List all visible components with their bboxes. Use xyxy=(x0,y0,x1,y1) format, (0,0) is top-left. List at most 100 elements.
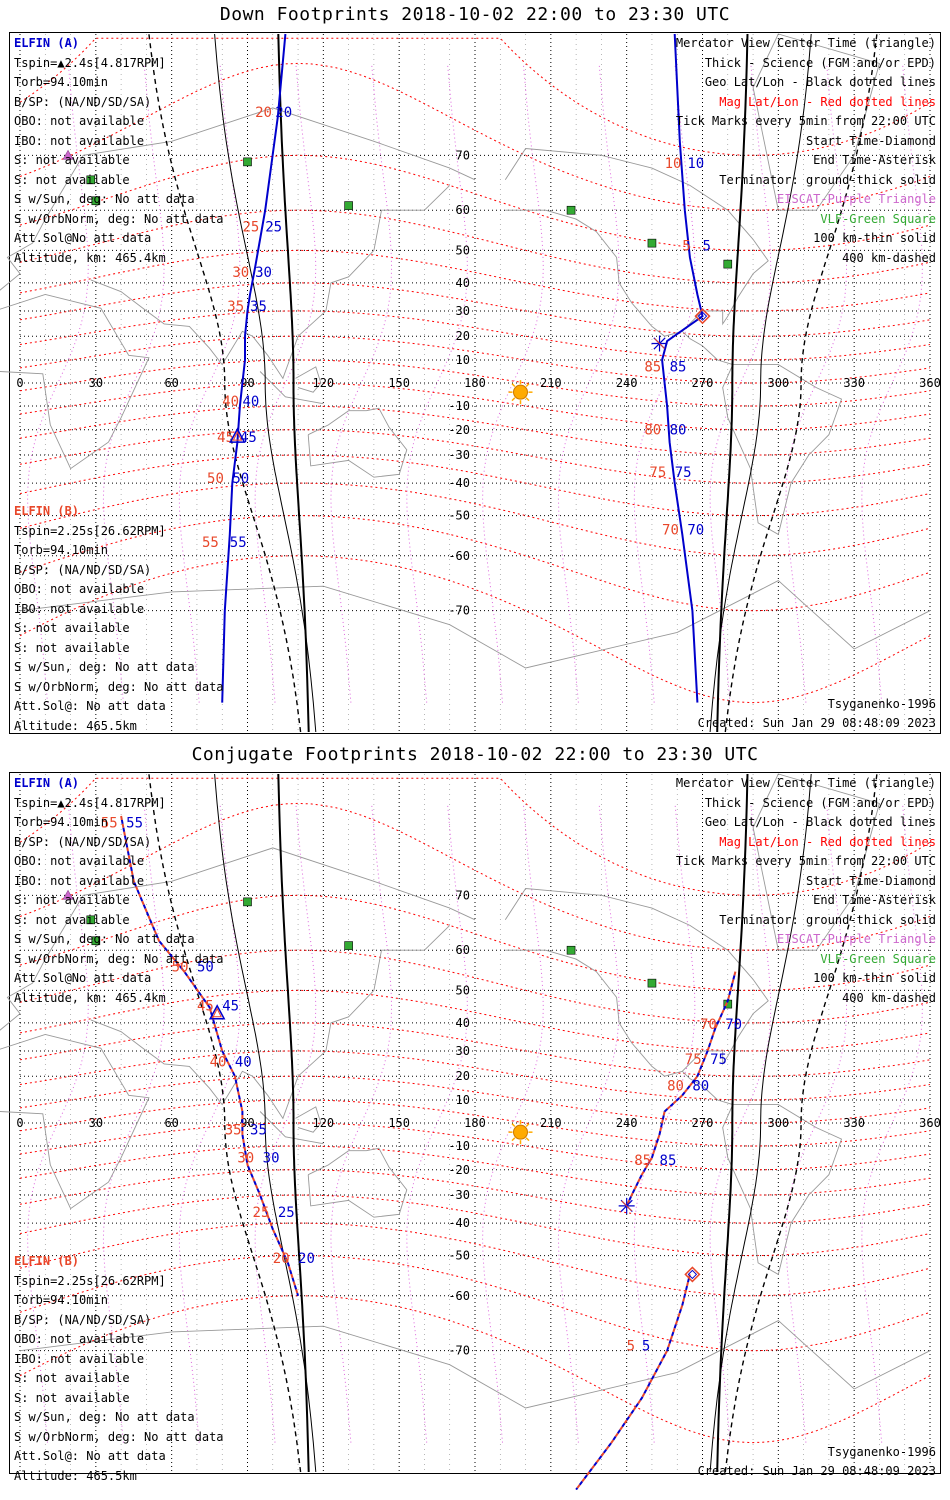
elfin-b-tick-label: 35 xyxy=(227,299,244,315)
elfin-a-tick-label: 70 xyxy=(725,1017,742,1033)
lon-tick-label: 120 xyxy=(312,376,334,390)
lon-tick-label: 180 xyxy=(464,376,486,390)
vlf-station-square xyxy=(344,941,353,950)
elfin-b-track xyxy=(575,1274,691,1490)
lon-tick-label: 90 xyxy=(240,376,254,390)
lat-tick-label: 60 xyxy=(456,203,470,217)
elfin-b-line: Altitude: 465.5km xyxy=(14,718,137,733)
sun-ray xyxy=(511,397,516,402)
mag-meridian xyxy=(178,63,241,703)
coastline xyxy=(722,1104,843,1276)
lon-tick-label: 330 xyxy=(843,1116,865,1130)
elfin-b-tick-label: 35 xyxy=(225,1122,242,1138)
elfin-a-info: ELFIN (A) Tspin=▲2.4s[4.817RPM] Torb=94.… xyxy=(14,34,224,268)
coastline xyxy=(505,209,683,337)
terminator-ground xyxy=(716,773,749,1473)
lat-tick-label: -40 xyxy=(448,476,470,490)
lon-tick-label: 60 xyxy=(164,1116,178,1130)
elfin-b-line: IBO: not available xyxy=(14,1351,145,1366)
vlf-station-square xyxy=(243,157,252,167)
elfin-b-tick-label: 75 xyxy=(649,465,666,481)
elfin-b-tick-label: 80 xyxy=(667,1079,684,1095)
lat-tick-label: 50 xyxy=(456,243,470,257)
lon-tick-label: 360 xyxy=(919,376,941,390)
elfin-a-line: Tspin=▲2.4s[4.817RPM] xyxy=(14,795,166,810)
elfin-b-name: ELFIN (B) xyxy=(14,504,80,518)
conjugate-footprints-panel: Conjugate Footprints 2018-10-02 22:00 to… xyxy=(0,740,950,1490)
elfin-b-tick-label: 5 xyxy=(682,238,690,254)
elfin-b-tick-label: 25 xyxy=(253,1205,270,1221)
vlf-station-square xyxy=(91,196,101,206)
elfin-b-tick-label: 25 xyxy=(242,220,259,236)
mag-parallel xyxy=(19,1169,931,1224)
elfin-a-line: IBO: not available xyxy=(14,873,145,888)
elfin-a-tick-label: 5 xyxy=(703,238,711,254)
elfin-b-tick-label: 80 xyxy=(644,423,661,439)
mag-parallel xyxy=(19,1194,931,1257)
lon-tick-label: 240 xyxy=(616,1116,638,1130)
sun-ray xyxy=(525,383,530,388)
elfin-a-tick-label: 10 xyxy=(687,156,704,172)
mercator-map: 0 30 60 90 120 150 180 210 240 270 300 330 360 70 60 50… xyxy=(0,773,941,1490)
elfin-b-tick-label: 10 xyxy=(665,156,682,172)
lon-tick-label: 330 xyxy=(843,376,865,390)
elfin-b-line: S w/OrbNorm, deg: No att data xyxy=(14,1429,224,1444)
sun-icon xyxy=(508,380,533,405)
legend-item: End Time-Asterisk xyxy=(813,153,936,167)
elfin-b-line: B/SP: (NA/ND/SD/SA) xyxy=(14,1312,152,1327)
coastline xyxy=(259,371,324,405)
elfin-a-tick-label: 25 xyxy=(265,220,282,236)
elfin-b-tick-label: 85 xyxy=(634,1153,651,1169)
mag-meridian xyxy=(861,63,923,703)
elfin-b-line: Att.Sol@: No att data xyxy=(14,699,166,713)
lon-tick-label: 270 xyxy=(692,376,714,390)
coastline xyxy=(0,1034,150,1210)
elfin-a-tick-label: 85 xyxy=(670,360,687,376)
lon-tick-label: 30 xyxy=(89,376,103,390)
legend-item: Terminator: ground-thick solid xyxy=(719,172,936,187)
vlf-station-square xyxy=(344,201,353,210)
mag-meridian xyxy=(709,803,772,1443)
axis-labels: 0 30 60 90 120 150 180 210 240 270 300 330 360 70 60 50… xyxy=(16,148,940,617)
elfin-a-tick-label: 40 xyxy=(242,394,259,410)
axis-labels: 0 30 60 90 120 150 180 210 240 270 300 330 360 70 60 50… xyxy=(16,888,940,1357)
end-time-asterisk xyxy=(618,1197,635,1214)
elfin-a-tick-label: 80 xyxy=(670,423,687,439)
elfin-b-line: Tspin=2.25s[26.62RPM] xyxy=(14,1273,166,1288)
lat-tick-label: -60 xyxy=(448,1289,470,1303)
mag-meridian xyxy=(27,803,89,1443)
elfin-a-tick-label: 20 xyxy=(275,105,292,121)
lat-tick-label: -10 xyxy=(448,1139,470,1153)
elfin-b-line: Altitude: 465.5km xyxy=(14,1468,137,1483)
sun-icon xyxy=(508,1120,533,1145)
elfin-b-line: S: not available xyxy=(14,640,130,655)
coastline xyxy=(722,364,843,536)
model-label: Tsyganenko-1996 xyxy=(827,1445,936,1459)
lat-tick-label: -30 xyxy=(448,448,470,462)
lat-tick-label: 20 xyxy=(456,329,470,343)
geo-grid xyxy=(19,774,931,1472)
elfin-a-line: B/SP: (NA/ND/SD/SA) xyxy=(14,834,152,849)
lon-tick-label: 150 xyxy=(388,1116,410,1130)
lat-tick-label: -20 xyxy=(448,423,470,437)
elfin-b-line: OBO: not available xyxy=(14,1332,145,1346)
elfin-a-track xyxy=(575,1274,691,1490)
legend: Mercator View Center Time (triangle) Thi… xyxy=(676,34,936,268)
elfin-b-line: S: not available xyxy=(14,621,130,635)
mag-parallel xyxy=(19,37,931,156)
coastline xyxy=(0,847,476,1031)
legend-item: Geo Lat/Lon - Black dotted lines xyxy=(704,815,936,829)
mag-parallel xyxy=(19,555,931,704)
elfin-a-tick-label: 25 xyxy=(278,1205,295,1221)
elfin-a-line: B/SP: (NA/ND/SD/SA) xyxy=(14,94,152,109)
elfin-b-tick-label: 40 xyxy=(210,1054,227,1070)
vlf-station-square xyxy=(566,205,576,215)
elfin-a-tick-label: 35 xyxy=(250,1122,267,1138)
asterisk-stroke xyxy=(621,1200,633,1212)
legend-item: Start Time-Diamond xyxy=(805,133,936,148)
legend-item: Tick Marks every 5min from 22:00 UTC xyxy=(675,114,936,128)
sun-ray xyxy=(525,1137,530,1142)
mag-meridian xyxy=(254,63,317,703)
lat-tick-label: -10 xyxy=(448,399,470,413)
elfin-a-tick-label: 50 xyxy=(232,471,249,487)
